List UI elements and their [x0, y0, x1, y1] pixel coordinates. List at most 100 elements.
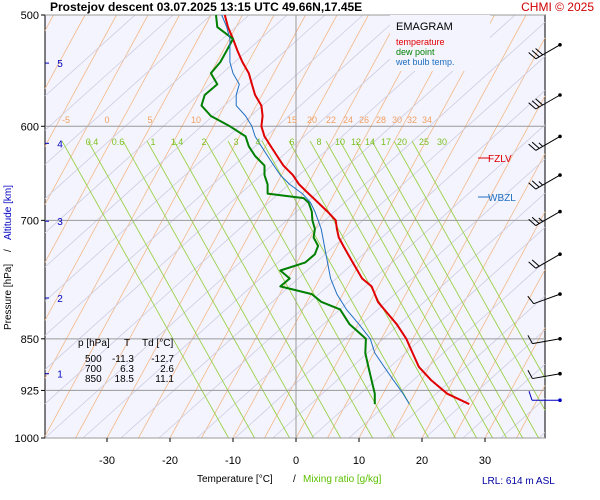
wind-barb-station	[558, 209, 562, 214]
wind-barb-feather	[528, 102, 537, 110]
wind-barb-staff	[535, 211, 561, 227]
series-line-dew-point	[200, 14, 376, 405]
wind-barb-staff	[535, 94, 561, 110]
mixing-ratio-label: 20	[397, 137, 407, 147]
wind-barb-station	[558, 43, 562, 47]
isotherm-line	[44, 14, 180, 263]
isotherm-label: 22	[326, 115, 336, 125]
pressure-tick-label: 850	[21, 334, 39, 346]
wind-barb-feather	[531, 141, 540, 149]
wind-barb-feather	[527, 369, 533, 379]
wind-barb-staff	[533, 293, 561, 305]
isotherm-line	[44, 14, 54, 31]
isotherm-line	[327, 37, 546, 439]
wind-barb-feather	[535, 48, 544, 56]
dry-adiabat-line	[120, 56, 546, 439]
dry-adiabat-line	[348, 261, 546, 439]
wind-barbs	[527, 43, 562, 402]
temperature-tick-label: -30	[99, 455, 115, 467]
isotherm-label: 32	[407, 115, 417, 125]
isotherm-label: 24	[343, 115, 353, 125]
table-cell: 11.1	[155, 374, 174, 385]
wind-barb-feather	[535, 98, 544, 106]
wind-barb	[528, 391, 562, 402]
mixing-ratio-line	[309, 140, 477, 439]
y-axis-label: Pressure [hPa] / Altitude [km]	[3, 185, 14, 330]
wind-barb-feather	[528, 182, 537, 190]
isotherm-line	[232, 14, 464, 439]
dry-adiabat-line	[44, 14, 250, 199]
temperature-tick-label: -10	[225, 455, 241, 467]
table-header-t: T	[124, 338, 130, 349]
wind-barb	[528, 209, 562, 227]
dry-adiabat-line	[386, 295, 546, 439]
wind-barb-feather	[531, 100, 540, 108]
mixing-ratio-label: 17	[381, 137, 391, 147]
wind-barb-station	[558, 93, 562, 97]
mixing-ratio-label: 4	[255, 137, 260, 147]
table-cell: 500	[85, 354, 102, 365]
wind-barb-feather	[528, 218, 537, 226]
mixing-ratio-label: 6	[289, 137, 294, 147]
mixing-ratio-label: 30	[437, 137, 447, 147]
fzlv-marker: FZLV	[478, 154, 512, 165]
xlabel-temperature: Temperature [°C]	[197, 474, 273, 485]
pressure-tick-label: 925	[21, 385, 39, 397]
altitude-tick-label: 4	[57, 139, 63, 150]
ylabel-pressure: Pressure [hPa]	[3, 264, 14, 330]
mixing-ratio-label: 2	[201, 137, 206, 147]
wind-barb	[527, 335, 562, 345]
wind-barb-station	[558, 292, 562, 296]
wind-barb	[528, 134, 562, 151]
wind-barb-station	[558, 173, 562, 177]
isotherm-label: -5	[62, 115, 70, 125]
wind-barb-staff	[532, 373, 561, 380]
isotherm-label: 0	[104, 115, 109, 125]
lrl-label: LRL: 614 m ASL	[482, 476, 555, 487]
wind-barb-station	[558, 134, 562, 139]
wind-barb-half-feather	[538, 217, 544, 222]
mixing-ratio-label: 8	[316, 137, 321, 147]
altitude-tick-label: 5	[57, 59, 63, 70]
dry-adiabat-line	[44, 14, 288, 234]
pressure-tick-label: 600	[21, 121, 39, 133]
legend-dew-point: dew point	[396, 47, 435, 57]
mixing-ratio-line	[173, 140, 341, 439]
mixing-ratio-label: 10	[335, 137, 345, 147]
legend: EMAGRAM temperature dew point wet bulb t…	[390, 15, 490, 71]
wind-barb	[528, 43, 562, 60]
wind-barb-feather	[531, 180, 540, 188]
dry-adiabat-line	[44, 14, 174, 131]
mixing-ratio-label: 0.6	[112, 137, 125, 147]
table-cell: 700	[85, 364, 102, 375]
isotherm-line	[44, 14, 212, 321]
pressure-tick-label: 1000	[15, 433, 39, 445]
ylabel-altitude: Altitude [km]	[3, 185, 14, 240]
isotherm-line	[516, 385, 546, 439]
wind-barb-staff	[535, 253, 561, 269]
mixing-ratio-line	[393, 140, 546, 411]
isotherm-label: 5	[147, 115, 152, 125]
wind-barb-half-feather	[538, 142, 544, 147]
isotherm-line	[453, 269, 546, 439]
isotherm-label: 20	[307, 115, 317, 125]
series-line-wet-bulb-temp	[221, 14, 410, 405]
table-header-td: Td [°C]	[142, 338, 173, 349]
altitude-tick-label: 1	[57, 370, 63, 381]
series-line-temperature	[223, 14, 470, 406]
mixing-ratio-line	[61, 140, 229, 439]
isotherm-label: 15	[287, 115, 297, 125]
x-axis-label: Temperature [°C] / Mixing ratio [g/kg]	[197, 474, 382, 485]
dry-adiabat-line	[44, 14, 212, 165]
chart-header-title: Prostejov descent 03.07.2025 13:15 UTC 4…	[50, 0, 363, 14]
legend-temperature: temperature	[396, 37, 445, 47]
isotherm-label: 30	[392, 115, 402, 125]
dry-adiabat-line	[44, 14, 440, 370]
temperature-tick-label: 10	[353, 455, 365, 467]
isotherm-label: 10	[191, 115, 201, 125]
mixing-ratio-line	[87, 140, 255, 439]
ylabel-separator: /	[3, 249, 14, 252]
wind-barb	[528, 173, 562, 190]
isotherm-label: 34	[422, 115, 432, 125]
